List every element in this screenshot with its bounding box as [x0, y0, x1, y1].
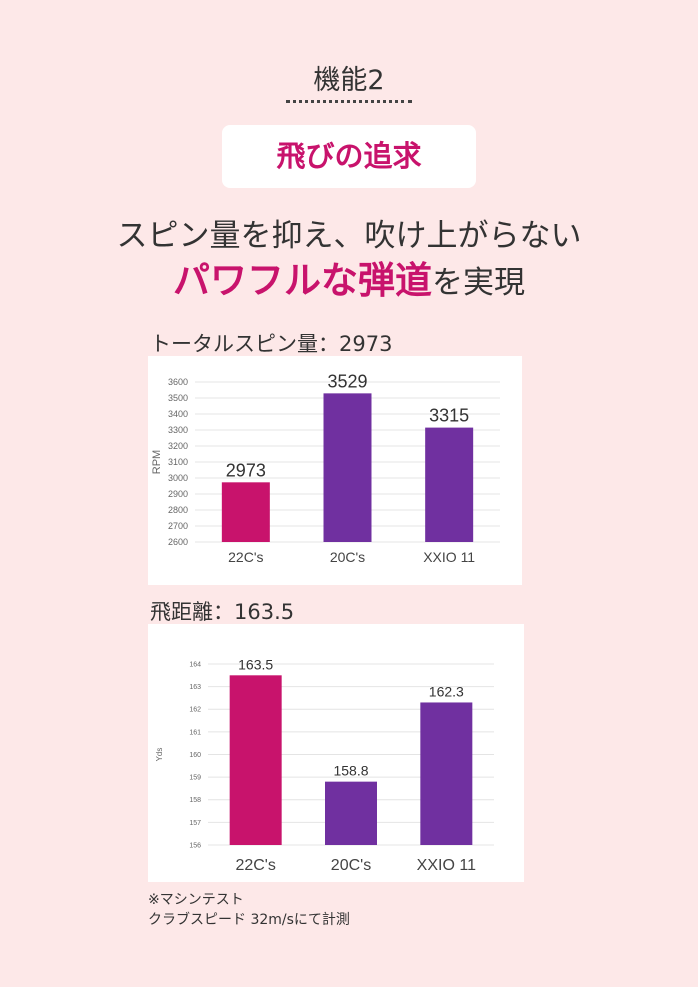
footnote-line-2: クラブスピード 32m/sにて計測 [148, 912, 350, 928]
feature-pill: 飛びの追求 [222, 125, 476, 188]
distance-y-axis-label: Yds [155, 748, 164, 762]
distance-chart-svg: 156 157 158 159 160 161 162 163 164 Yds 163.5 22C's… [155, 656, 494, 874]
spin-y-tick-label: 2600 [168, 537, 188, 547]
distance-y-tick-label: 164 [189, 661, 201, 668]
spin-y-tick-label: 3200 [168, 441, 188, 451]
spin-category-label: 22C's [228, 549, 263, 565]
distance-bar [420, 702, 473, 845]
spin-chart-caption: トータルスピン量：2973 [150, 332, 393, 356]
spin-bar [323, 393, 372, 542]
spin-y-tick-label: 2900 [168, 489, 188, 499]
distance-category-label: 22C's [235, 857, 275, 874]
distance-chart-caption: 飛距離：163.5 [150, 600, 295, 624]
distance-category-label: 20C's [331, 857, 371, 874]
footnote: ※マシンテスト クラブスピード 32m/sにて計測 [148, 890, 350, 930]
distance-value-label: 163.5 [238, 656, 273, 672]
spin-chart: 2600 2700 2800 2900 3000 3100 3200 3300 3400 3500… [148, 356, 522, 585]
distance-value-label: 162.3 [429, 683, 464, 699]
distance-y-tick-label: 158 [189, 797, 201, 804]
distance-value-label: 158.8 [333, 763, 368, 779]
distance-y-tick-label: 156 [189, 842, 201, 849]
feature-label: 機能2 [313, 65, 385, 96]
spin-y-tick-label: 3300 [168, 425, 188, 435]
spin-bar [425, 427, 474, 542]
spin-value-label: 3529 [327, 371, 367, 391]
headline-line-1: スピン量を抑え、吹け上がらない [116, 218, 582, 254]
dotted-divider [286, 100, 412, 103]
distance-y-tick-label: 159 [189, 775, 201, 782]
spin-chart-svg: 2600 2700 2800 2900 3000 3100 3200 3300 3400 3500… [151, 371, 500, 565]
spin-y-tick-label: 3600 [168, 377, 188, 387]
footnote-line-1: ※マシンテスト [148, 892, 244, 908]
spin-bar [221, 482, 270, 542]
distance-y-tick-label: 163 [189, 684, 201, 691]
distance-bar [229, 675, 282, 845]
spin-category-label: XXIO 11 [423, 549, 475, 565]
headline-emphasis: パワフルな弾道 [173, 259, 432, 302]
spin-y-tick-label: 3400 [168, 409, 188, 419]
headline-line-2: パワフルな弾道を実現 [0, 250, 698, 304]
distance-chart: 156 157 158 159 160 161 162 163 164 Yds 163.5 22C's… [148, 624, 524, 882]
distance-y-tick-label: 162 [189, 707, 201, 714]
spin-y-tick-label: 2800 [168, 505, 188, 515]
spin-value-label: 2973 [226, 460, 266, 480]
distance-y-tick-label: 157 [189, 820, 201, 827]
spin-y-tick-label: 3500 [168, 393, 188, 403]
spin-category-label: 20C's [330, 549, 365, 565]
spin-y-tick-label: 3100 [168, 457, 188, 467]
spin-y-tick-label: 2700 [168, 521, 188, 531]
spin-y-tick-label: 3000 [168, 473, 188, 483]
distance-y-tick-label: 160 [189, 752, 201, 759]
distance-bar [325, 781, 377, 845]
headline-rest: を実現 [432, 265, 525, 301]
distance-y-tick-label: 161 [189, 729, 201, 736]
spin-y-axis-label: RPM [151, 450, 163, 474]
distance-category-label: XXIO 11 [417, 857, 476, 874]
spin-value-label: 3315 [429, 406, 469, 426]
